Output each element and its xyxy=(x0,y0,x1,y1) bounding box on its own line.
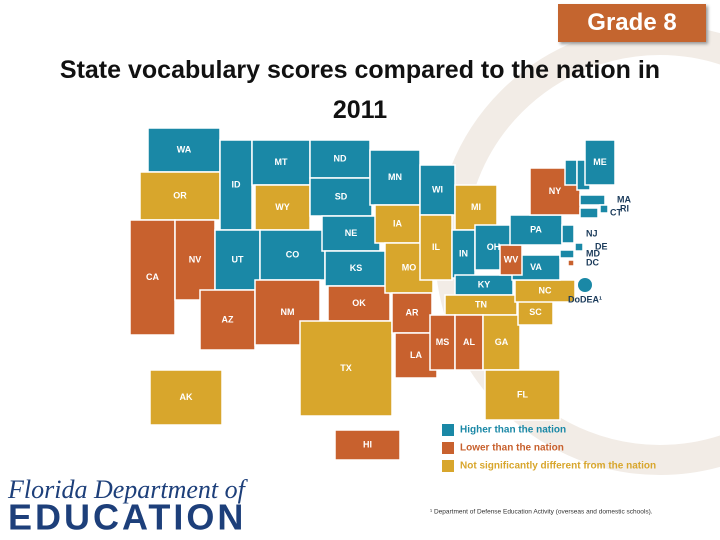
region xyxy=(578,278,592,292)
state-label: CO xyxy=(286,249,300,259)
state-label: WV xyxy=(504,254,519,264)
state-label: NV xyxy=(189,254,202,264)
state xyxy=(574,242,584,252)
state xyxy=(599,204,609,214)
state-label: TX xyxy=(340,363,352,373)
state-label: MD xyxy=(586,248,600,258)
state-label: NM xyxy=(281,307,295,317)
state-label: MT xyxy=(275,157,288,167)
state xyxy=(579,194,606,206)
state-label: SC xyxy=(529,307,542,317)
state-label: AK xyxy=(180,392,193,402)
state-label: MI xyxy=(471,202,481,212)
state-label: UT xyxy=(232,254,244,264)
state-label: LA xyxy=(410,350,422,360)
state xyxy=(429,314,456,371)
state xyxy=(454,184,498,231)
state-label: DC xyxy=(586,257,599,267)
state-label: NC xyxy=(539,285,552,295)
state-label: AL xyxy=(463,337,475,347)
state-label: GA xyxy=(495,337,509,347)
state xyxy=(564,159,578,186)
state-label: TN xyxy=(475,299,487,309)
state xyxy=(334,429,401,461)
state xyxy=(299,320,393,417)
state xyxy=(174,219,216,301)
state xyxy=(484,369,561,421)
state-label: OH xyxy=(487,242,501,252)
state-label: OR xyxy=(173,190,187,200)
state xyxy=(321,215,381,252)
state-label: IL xyxy=(432,242,441,252)
logo-line2: EDUCATION xyxy=(8,497,246,538)
state xyxy=(559,249,575,259)
state-label: MS xyxy=(436,337,450,347)
state xyxy=(517,299,554,326)
state-label: WA xyxy=(177,144,192,154)
state xyxy=(251,139,311,186)
legend-label: Higher than the nation xyxy=(460,425,566,436)
state xyxy=(419,164,456,216)
state-label: VA xyxy=(530,262,542,272)
state-label: OK xyxy=(352,298,366,308)
state-label: MA xyxy=(617,194,631,204)
state xyxy=(149,369,223,426)
logo-line1: Florida Department of xyxy=(7,475,249,504)
state-label: NE xyxy=(345,228,358,238)
state-label: DoDEA¹ xyxy=(568,294,602,304)
state xyxy=(259,229,326,281)
title: State vocabulary scores compared to the … xyxy=(59,56,661,124)
state xyxy=(584,139,616,186)
state xyxy=(579,207,599,219)
state xyxy=(369,149,421,206)
state-label: IA xyxy=(393,218,403,228)
state xyxy=(309,177,373,217)
state-label: ND xyxy=(334,153,347,163)
state-label: AZ xyxy=(222,314,234,324)
state xyxy=(374,204,421,244)
state-label: MO xyxy=(402,262,417,272)
grade-badge: Grade 8 xyxy=(558,4,706,42)
state-label: CA xyxy=(146,272,159,282)
state xyxy=(391,292,433,334)
state-label: ME xyxy=(593,157,607,167)
state-label: MN xyxy=(388,172,402,182)
state-label: SD xyxy=(335,191,348,201)
state-label: WY xyxy=(275,202,290,212)
state xyxy=(199,289,256,351)
state xyxy=(567,259,575,267)
state-label: PA xyxy=(530,224,542,234)
state-label: IN xyxy=(459,248,468,258)
state-label: ID xyxy=(232,179,242,189)
legend-swatch xyxy=(442,460,454,472)
state xyxy=(327,285,391,322)
state xyxy=(561,224,575,244)
legend-swatch xyxy=(442,442,454,454)
state-label: NJ xyxy=(586,228,598,238)
state-label: KY xyxy=(478,279,491,289)
legend-swatch xyxy=(442,424,454,436)
state-label: CT xyxy=(610,207,622,217)
state xyxy=(324,250,388,287)
state xyxy=(309,139,371,179)
state-label: AR xyxy=(406,307,419,317)
legend-label: Lower than the nation xyxy=(460,443,564,454)
state-label: WI xyxy=(432,184,443,194)
state-label: HI xyxy=(363,439,372,449)
footnote: ¹ Department of Defense Education Activi… xyxy=(430,509,653,516)
state-label: DE xyxy=(595,241,608,251)
state-label: KS xyxy=(350,263,363,273)
legend-label: Not significantly different from the nat… xyxy=(460,461,656,472)
state-label: RI xyxy=(620,203,629,213)
state-label: FL xyxy=(517,389,528,399)
state-label: NY xyxy=(549,186,562,196)
